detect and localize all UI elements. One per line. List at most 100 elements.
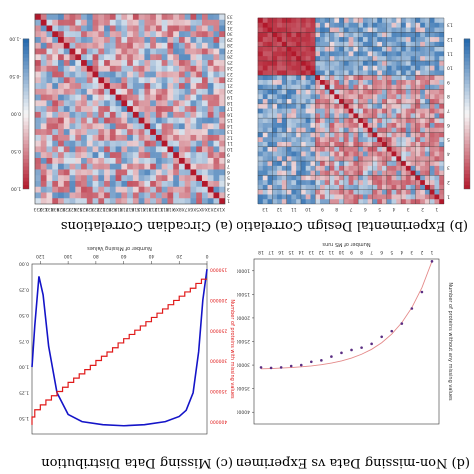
heatmap-a-cell <box>121 169 128 176</box>
heatmap-a-colorbar-segment <box>23 121 29 126</box>
heatmap-a-cell <box>172 82 179 89</box>
heatmap-a-cell <box>69 157 76 164</box>
heatmap-b-cell <box>338 132 344 138</box>
heatmap-a-cell <box>132 30 139 38</box>
heatmap-b-cell <box>391 151 397 157</box>
heatmap-a-cell <box>155 13 162 20</box>
heatmap-a-cell <box>103 105 110 112</box>
heatmap-b-cell <box>419 32 425 38</box>
heatmap-b-cell <box>314 175 320 181</box>
heatmap-b-cell <box>381 117 387 123</box>
heatmap-a-cell <box>144 59 151 66</box>
heatmap-b-cell <box>319 79 325 85</box>
heatmap-a-cell <box>155 59 162 66</box>
panel-d-scatter-chart: (d) Non-missing Data vs Experiment Size … <box>237 237 474 474</box>
heatmap-a-cell <box>126 186 133 193</box>
heatmap-b-cell <box>400 27 406 33</box>
heatmap-b-row-label: 3 <box>447 165 450 171</box>
heatmap-b-cell <box>324 189 330 195</box>
heatmap-b-cell <box>338 198 344 204</box>
heatmap-b-cell <box>262 141 268 147</box>
heatmap-a-cell <box>63 13 70 20</box>
heatmap-b-cell <box>353 36 359 42</box>
heatmap-a-cell <box>132 94 139 101</box>
heatmap-b-cell <box>362 160 368 166</box>
panel-c-count-axis-label: Number of proteins with missing values <box>229 299 235 399</box>
heatmap-b-cell <box>300 194 306 200</box>
heatmap-a-cell <box>144 174 151 181</box>
heatmap-b-cell <box>281 117 287 123</box>
heatmap-b-cell <box>424 122 430 128</box>
heatmap-b-cell <box>391 70 397 76</box>
heatmap-b-col-label: 6 <box>364 206 367 212</box>
heatmap-b-cell <box>343 194 349 200</box>
heatmap-b-cell <box>286 84 292 90</box>
heatmap-b-cell <box>415 22 421 28</box>
heatmap-a-cell <box>195 192 202 199</box>
heatmap-b-cell <box>324 32 330 38</box>
heatmap-b-cell <box>367 132 373 138</box>
heatmap-a-cell <box>109 128 116 135</box>
heatmap-a-cell <box>57 48 64 55</box>
heatmap-a-cell <box>207 146 214 153</box>
heatmap-a-cell <box>190 192 197 199</box>
heatmap-a-cell <box>218 128 225 135</box>
heatmap-a-cell <box>190 71 197 78</box>
heatmap-b-cell <box>276 108 282 114</box>
heatmap-b-cell <box>353 189 359 195</box>
heatmap-b-cell <box>319 108 325 114</box>
heatmap-a-cell <box>218 77 225 84</box>
heatmap-b-cell <box>386 132 392 138</box>
heatmap-a-cell <box>121 163 128 170</box>
heatmap-b-cell <box>386 17 392 23</box>
heatmap-b-cell <box>434 94 440 100</box>
heatmap-a-cell <box>57 88 64 95</box>
heatmap-a-cell <box>155 54 162 61</box>
heatmap-b-cell <box>281 151 287 157</box>
heatmap-a-cell <box>46 111 53 118</box>
heatmap-b-cell <box>343 165 349 171</box>
heatmap-b-cell <box>291 27 297 33</box>
heatmap-b-cell <box>305 198 311 204</box>
heatmap-b-cell <box>357 79 363 85</box>
heatmap-a-cell <box>161 19 168 26</box>
heatmap-a-col-label: X24 <box>85 206 94 212</box>
heatmap-b-cell <box>334 32 340 38</box>
heatmap-b-cell <box>324 132 330 138</box>
heatmap-a-cell <box>121 42 128 49</box>
heatmap-b-cell <box>362 132 368 138</box>
heatmap-b-cell <box>324 94 330 100</box>
heatmap-a-cell <box>98 197 105 204</box>
heatmap-a-cell <box>109 180 116 187</box>
heatmap-b-cell <box>357 122 363 128</box>
heatmap-a-cell <box>161 94 168 101</box>
heatmap-b-cell <box>305 27 311 33</box>
heatmap-b-cell <box>424 127 430 133</box>
heatmap-b-cell <box>281 141 287 147</box>
heatmap-a-cell <box>98 157 105 164</box>
heatmap-a-cell <box>121 77 128 84</box>
heatmap-b-cell <box>386 103 392 109</box>
heatmap-a-cell <box>167 186 174 193</box>
heatmap-b-cell <box>362 41 368 47</box>
heatmap-b-cell <box>400 36 406 42</box>
panel-c-density-tick: 1.25 <box>19 389 29 395</box>
heatmap-b-cell <box>262 103 268 109</box>
heatmap-b-cell <box>300 117 306 123</box>
heatmap-a-cell <box>207 197 214 204</box>
heatmap-b-cell <box>286 103 292 109</box>
heatmap-a-cell <box>213 94 220 101</box>
heatmap-b-cell <box>272 184 278 190</box>
heatmap-a-cell <box>195 197 202 204</box>
heatmap-a-cell <box>63 117 70 124</box>
heatmap-a-cell <box>34 59 41 66</box>
heatmap-b-cell <box>415 151 421 157</box>
heatmap-b-cell <box>343 198 349 204</box>
heatmap-b-cell <box>257 79 263 85</box>
heatmap-b-cell <box>272 46 278 52</box>
heatmap-b-cell <box>324 136 330 142</box>
heatmap-b-cell <box>305 146 311 152</box>
heatmap-b-cell <box>329 113 335 119</box>
heatmap-a-cell <box>92 134 99 141</box>
heatmap-b-cell <box>286 160 292 166</box>
